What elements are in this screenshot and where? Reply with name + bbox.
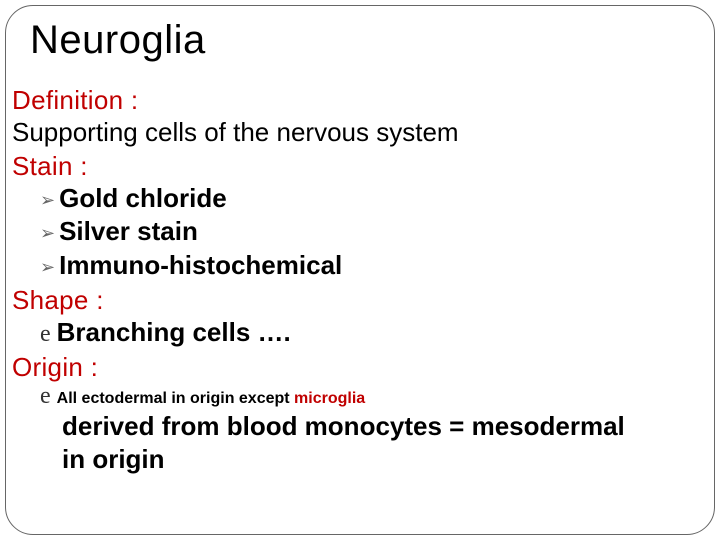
stain-item-1: ➢ Silver stain [12,215,708,249]
origin-line1-content: All ectodermal in origin except microgli… [57,390,366,408]
stain-item-0: ➢ Gold chloride [12,182,708,216]
triangle-bullet-icon: ➢ [40,189,55,212]
slide-title: Neuroglia [30,18,708,63]
shape-text: Branching cells …. [57,316,291,350]
origin-highlight: microglia [294,390,365,407]
slide-content: Neuroglia Definition : Supporting cells … [0,0,720,497]
stain-item-2-text: Immuno-histochemical [59,249,342,283]
script-bullet-icon: e [40,319,51,350]
triangle-bullet-icon: ➢ [40,222,55,245]
origin-heading: Origin : [12,352,708,383]
origin-line2: derived from blood monocytes = mesoderma… [12,410,708,443]
stain-heading: Stain : [12,151,708,182]
origin-line3: in origin [12,443,708,476]
shape-item: e Branching cells …. [12,316,708,350]
script-bullet-icon: e [40,383,51,410]
origin-pre: All ectodermal in origin except [57,390,294,407]
definition-heading: Definition : [12,85,708,116]
stain-item-1-text: Silver stain [59,215,198,249]
origin-line1: e All ectodermal in origin except microg… [12,383,708,410]
definition-text: Supporting cells of the nervous system [12,116,708,149]
stain-item-0-text: Gold chloride [59,182,227,216]
stain-item-2: ➢ Immuno-histochemical [12,249,708,283]
triangle-bullet-icon: ➢ [40,256,55,279]
shape-heading: Shape : [12,285,708,316]
